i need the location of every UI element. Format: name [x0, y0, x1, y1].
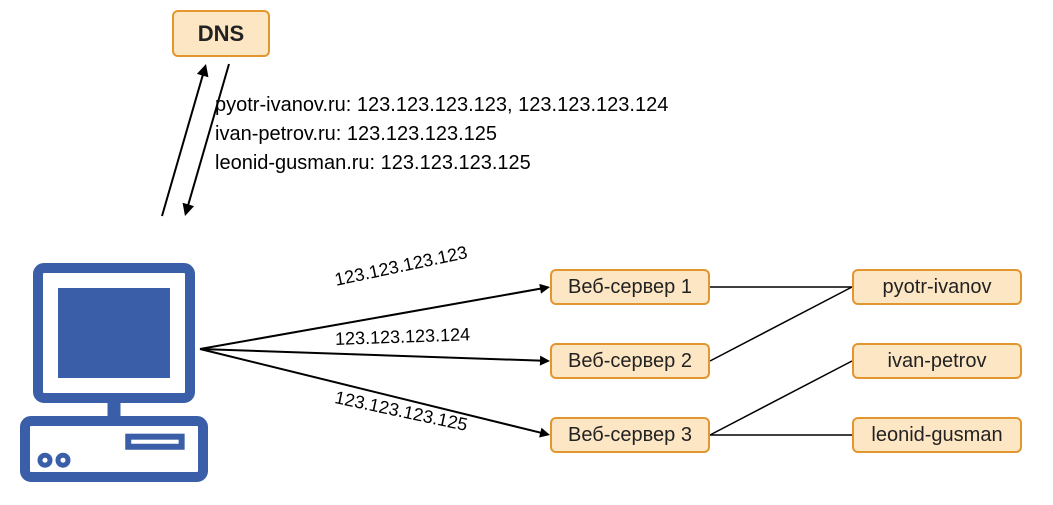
ip-edge-label: 123.123.123.125 — [333, 387, 470, 436]
computer-icon — [25, 268, 203, 477]
dns-record-line: ivan-petrov.ru: 123.123.123.125 — [215, 123, 497, 146]
dns-record-line: leonid-gusman.ru: 123.123.123.125 — [215, 152, 531, 175]
dns-record-line: pyotr-ivanov.ru: 123.123.123.123, 123.12… — [215, 94, 668, 117]
ip-edge-label: 123.123.123.123 — [333, 242, 470, 291]
web-server-box: Веб-сервер 1 — [550, 269, 710, 305]
host-box: ivan-petrov — [852, 343, 1022, 379]
host-box: pyotr-ivanov — [852, 269, 1022, 305]
dns-box: DNS — [172, 10, 270, 57]
web-server-box: Веб-сервер 2 — [550, 343, 710, 379]
web-server-box: Веб-сервер 3 — [550, 417, 710, 453]
ip-edge-label: 123.123.123.124 — [335, 324, 471, 350]
host-box: leonid-gusman — [852, 417, 1022, 453]
